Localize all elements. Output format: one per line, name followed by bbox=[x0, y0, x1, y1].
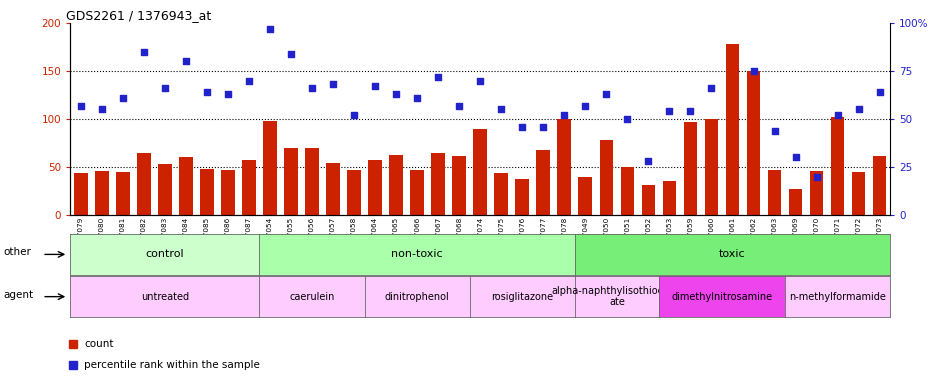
Bar bbox=[536, 150, 549, 215]
Point bbox=[850, 106, 865, 113]
Bar bbox=[388, 155, 402, 215]
Text: control: control bbox=[145, 249, 184, 260]
Point bbox=[767, 127, 782, 134]
Point bbox=[137, 49, 152, 55]
Bar bbox=[620, 167, 634, 215]
Text: agent: agent bbox=[4, 290, 34, 300]
Point bbox=[808, 174, 823, 180]
Bar bbox=[431, 152, 445, 215]
Bar bbox=[662, 182, 676, 215]
Text: dinitrophenol: dinitrophenol bbox=[385, 291, 449, 302]
Point bbox=[157, 85, 172, 91]
Point bbox=[598, 91, 613, 97]
Text: rosiglitazone: rosiglitazone bbox=[490, 291, 553, 302]
Bar bbox=[137, 152, 151, 215]
Bar bbox=[830, 117, 843, 215]
Point bbox=[199, 89, 214, 95]
Point bbox=[871, 89, 886, 95]
Bar bbox=[326, 163, 340, 215]
Point bbox=[284, 51, 299, 57]
Bar bbox=[179, 157, 193, 215]
Bar bbox=[746, 71, 759, 215]
Point bbox=[620, 116, 635, 122]
Point bbox=[95, 106, 110, 113]
Text: percentile rank within the sample: percentile rank within the sample bbox=[84, 360, 260, 370]
Point bbox=[472, 78, 487, 84]
Point bbox=[409, 95, 424, 101]
Bar bbox=[241, 161, 256, 215]
Bar bbox=[494, 173, 507, 215]
Bar bbox=[95, 171, 109, 215]
Point bbox=[73, 103, 88, 109]
Bar bbox=[724, 44, 739, 215]
Bar bbox=[809, 171, 823, 215]
Point bbox=[661, 108, 676, 114]
Text: caerulein: caerulein bbox=[289, 291, 334, 302]
Point bbox=[703, 85, 718, 91]
Text: untreated: untreated bbox=[140, 291, 189, 302]
Bar bbox=[473, 129, 487, 215]
Text: n-methylformamide: n-methylformamide bbox=[788, 291, 885, 302]
Point bbox=[367, 83, 382, 89]
Text: count: count bbox=[84, 339, 113, 349]
Text: dimethylnitrosamine: dimethylnitrosamine bbox=[671, 291, 771, 302]
Bar bbox=[305, 148, 318, 215]
Bar bbox=[368, 161, 382, 215]
Point bbox=[451, 103, 466, 109]
Point bbox=[388, 91, 403, 97]
Bar bbox=[74, 173, 88, 215]
Bar bbox=[767, 170, 781, 215]
Bar bbox=[557, 119, 571, 215]
Point bbox=[514, 124, 529, 130]
Bar bbox=[871, 156, 885, 215]
Bar bbox=[515, 179, 529, 215]
Bar bbox=[578, 177, 592, 215]
Bar bbox=[599, 140, 612, 215]
Point bbox=[787, 154, 802, 161]
Bar bbox=[704, 119, 718, 215]
Text: GDS2261 / 1376943_at: GDS2261 / 1376943_at bbox=[66, 9, 212, 22]
Point bbox=[431, 74, 446, 80]
Point bbox=[178, 58, 193, 65]
Bar bbox=[158, 164, 171, 215]
Bar bbox=[788, 189, 801, 215]
Bar bbox=[452, 156, 465, 215]
Point bbox=[220, 91, 235, 97]
Bar bbox=[284, 148, 298, 215]
Bar bbox=[347, 170, 360, 215]
Bar bbox=[263, 121, 276, 215]
Point bbox=[241, 78, 256, 84]
Text: other: other bbox=[4, 247, 31, 257]
Bar bbox=[200, 169, 213, 215]
Bar bbox=[851, 172, 865, 215]
Bar bbox=[221, 170, 235, 215]
Text: toxic: toxic bbox=[719, 249, 745, 260]
Bar bbox=[683, 122, 696, 215]
Point bbox=[640, 158, 655, 164]
Point bbox=[304, 85, 319, 91]
Point bbox=[556, 112, 571, 118]
Text: non-toxic: non-toxic bbox=[391, 249, 443, 260]
Point bbox=[346, 112, 361, 118]
Bar bbox=[116, 172, 129, 215]
Point bbox=[745, 68, 760, 74]
Point bbox=[578, 103, 592, 109]
Point bbox=[535, 124, 550, 130]
Point bbox=[493, 106, 508, 113]
Point bbox=[682, 108, 697, 114]
Bar bbox=[641, 185, 654, 215]
Text: alpha-naphthylisothiocyan
ate: alpha-naphthylisothiocyan ate bbox=[551, 286, 681, 308]
Bar bbox=[410, 170, 423, 215]
Point bbox=[829, 112, 844, 118]
Point bbox=[325, 81, 340, 88]
Point bbox=[262, 26, 277, 32]
Point bbox=[115, 95, 130, 101]
